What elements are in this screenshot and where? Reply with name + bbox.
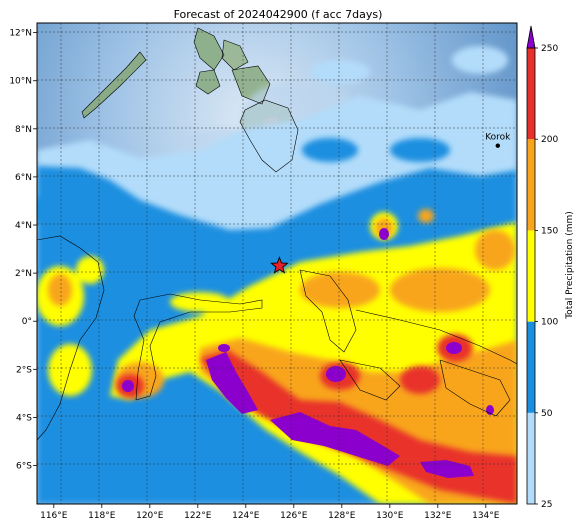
colorbar-tick-label: 250 <box>541 44 558 54</box>
lat-tick-label: 12°N <box>9 29 32 39</box>
precip-extreme-250 <box>122 228 494 478</box>
colorbar-tick-label: 25 <box>541 500 552 510</box>
colorbar-tick-label: 50 <box>541 409 553 419</box>
lon-tick-label: 118°E <box>88 511 116 521</box>
lat-tick-label: 0° <box>22 317 32 327</box>
lat-tick-label: 6°S <box>16 462 32 472</box>
lon-tick-label: 120°E <box>136 511 164 521</box>
latitude-ticks: 12°N 10°N 8°N 6°N 4°N 2°N 0° 2°S 4°S 6°S <box>9 29 37 472</box>
lon-tick-label: 130°E <box>376 511 404 521</box>
lat-tick-label: 4°N <box>15 221 32 231</box>
lat-tick-label: 6°N <box>15 173 32 183</box>
colorbar-segments <box>527 48 535 504</box>
colorbar-tick-label: 100 <box>541 318 558 328</box>
colorbar-frame <box>526 47 536 505</box>
coastlines <box>37 27 517 441</box>
lon-tick-label: 126°E <box>280 511 308 521</box>
map-plot-area: Korok <box>37 23 517 504</box>
colorbar-ticks: 25 50 100 150 200 250 <box>535 44 558 510</box>
lat-tick-label: 2°S <box>16 365 32 375</box>
lat-tick-label: 10°N <box>9 77 32 87</box>
lat-tick-label: 4°S <box>16 413 32 423</box>
colorbar-tick-label: 150 <box>541 226 558 236</box>
colorbar-segment <box>527 412 535 504</box>
lat-tick-label: 8°N <box>15 125 32 135</box>
lon-tick-label: 124°E <box>232 511 260 521</box>
colorbar-tick-label: 200 <box>541 135 558 145</box>
graticule <box>37 23 517 504</box>
lat-tick-label: 2°N <box>15 269 32 279</box>
place-dot-korok <box>495 143 500 148</box>
colorbar-segment <box>527 321 535 413</box>
chart-title: Forecast of 2024042900 (f acc 7days) <box>174 8 383 21</box>
lon-tick-label: 134°E <box>472 511 500 521</box>
lon-tick-label: 116°E <box>40 511 68 521</box>
colorbar: 25 50 100 150 200 250 Total Precipitation (mm… <box>526 25 575 510</box>
place-label-korok: Korok <box>485 133 511 143</box>
lon-tick-label: 132°E <box>424 511 452 521</box>
colorbar-segment <box>527 139 535 231</box>
map-frame <box>36 22 518 505</box>
lon-tick-label: 128°E <box>328 511 356 521</box>
colorbar-segment <box>527 230 535 322</box>
colorbar-label: Total Precipitation (mm) <box>565 211 575 320</box>
longitude-ticks: 116°E 118°E 120°E 122°E 124°E 126°E 128°E 130°E… <box>40 504 500 521</box>
colorbar-segment <box>527 48 535 140</box>
lon-tick-label: 122°E <box>184 511 212 521</box>
star-marker <box>270 256 289 274</box>
colorbar-extend-arrow <box>526 25 536 49</box>
